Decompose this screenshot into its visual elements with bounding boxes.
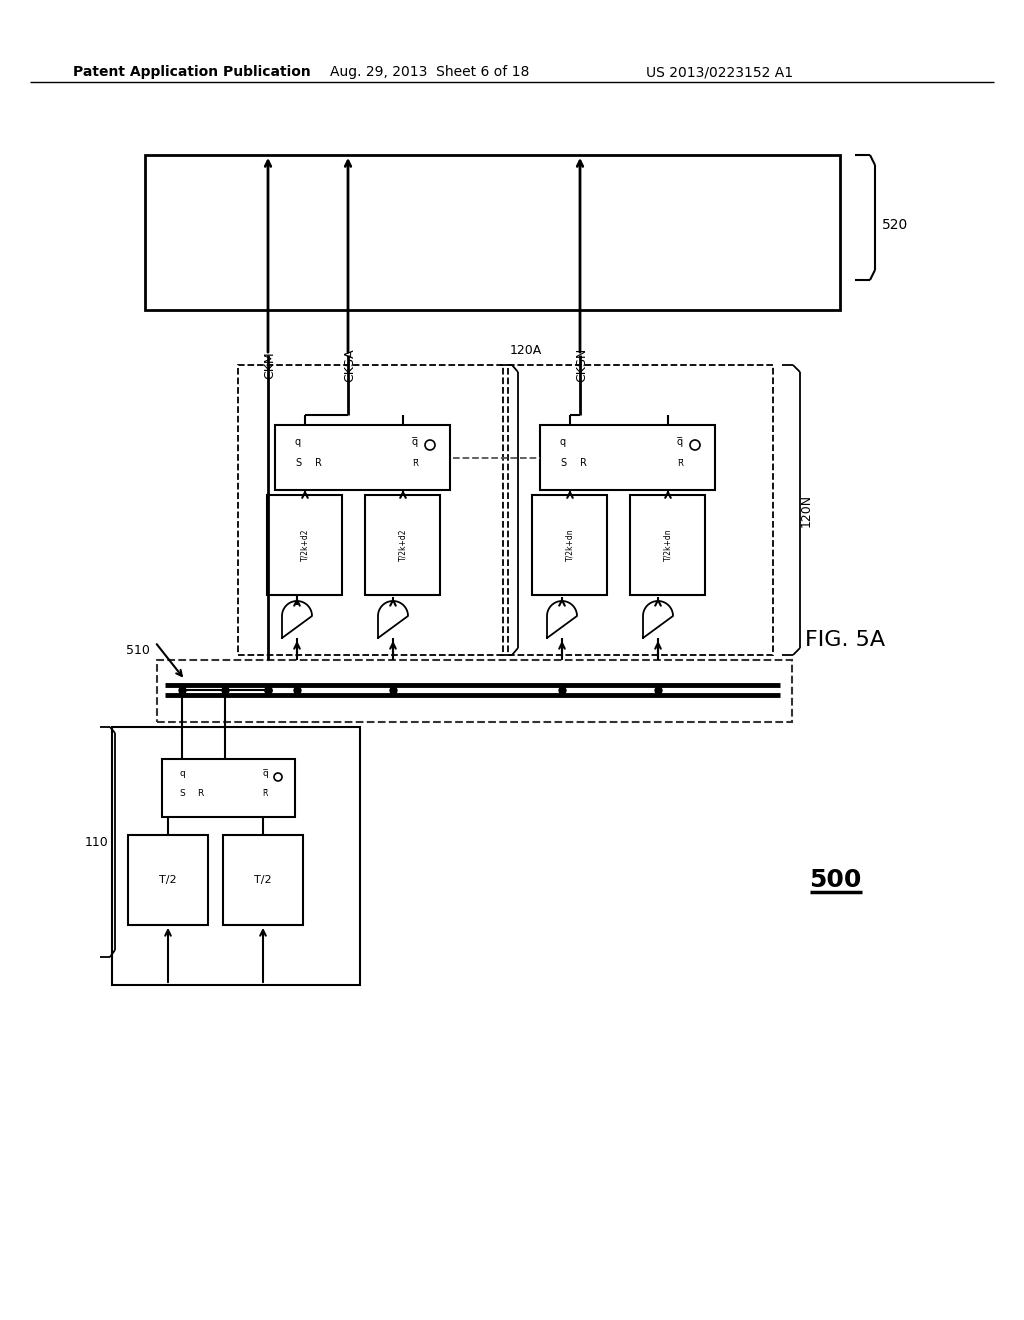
Text: 520: 520 [882,218,908,232]
Text: q̅: q̅ [262,770,268,779]
Text: S: S [295,458,301,469]
Text: T/2k+d2: T/2k+d2 [300,529,309,561]
Text: q̅: q̅ [677,437,683,447]
Bar [112,727,360,985]
Text: T/2: T/2 [254,875,271,884]
Text: q: q [179,770,185,779]
Text: R̅: R̅ [412,458,418,467]
Text: 510: 510 [126,644,150,656]
Text: CKSA: CKSA [343,348,356,381]
Bar [532,495,607,595]
Text: R: R [314,458,322,469]
Text: T/2k+d2: T/2k+d2 [398,529,408,561]
Text: q: q [295,437,301,447]
Text: CKSN: CKSN [575,348,589,381]
Text: US 2013/0223152 A1: US 2013/0223152 A1 [646,65,794,79]
Text: T/2: T/2 [159,875,177,884]
Text: T/2k+dn: T/2k+dn [565,529,574,561]
Bar [267,495,342,595]
Text: T/2k+dn: T/2k+dn [664,529,673,561]
Bar [238,366,503,655]
Text: 120N: 120N [800,494,813,527]
Bar [630,495,705,595]
Text: R: R [580,458,587,469]
Text: Patent Application Publication: Patent Application Publication [73,65,311,79]
Circle shape [690,440,700,450]
Bar [275,425,450,490]
Circle shape [274,774,282,781]
Text: q: q [560,437,566,447]
Text: R̅: R̅ [677,458,683,467]
Text: Aug. 29, 2013  Sheet 6 of 18: Aug. 29, 2013 Sheet 6 of 18 [331,65,529,79]
Text: FIG. 5A: FIG. 5A [805,630,885,649]
Text: R̅: R̅ [262,788,267,797]
Bar [162,759,295,817]
Circle shape [425,440,435,450]
Text: 500: 500 [809,869,861,892]
Bar [540,425,715,490]
Bar [145,154,840,310]
Text: CKM: CKM [263,351,276,379]
Text: 110: 110 [84,836,108,849]
Text: R: R [197,788,203,797]
Bar [223,836,303,925]
Text: 120A: 120A [510,343,543,356]
Text: S: S [560,458,566,469]
Bar [508,366,773,655]
Text: q̅: q̅ [412,437,418,447]
Text: S: S [179,788,185,797]
Bar [365,495,440,595]
Bar [157,660,792,722]
Bar [128,836,208,925]
